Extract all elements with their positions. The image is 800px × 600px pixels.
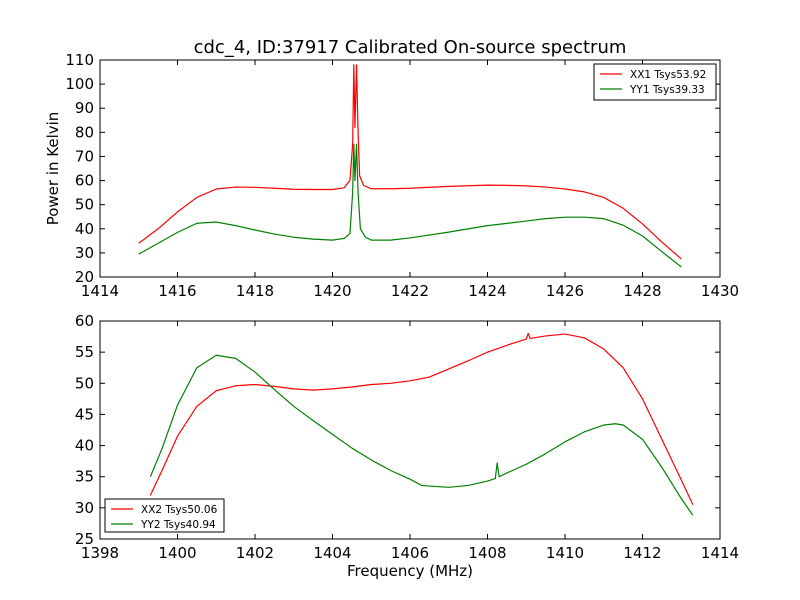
y-tick-label: 45 (75, 405, 94, 423)
y-tick-label: 30 (75, 499, 94, 517)
legend-label: XX2 Tsys50.06 (141, 504, 218, 516)
x-tick-label: 1416 (158, 282, 196, 300)
y-tick-label: 35 (75, 468, 94, 486)
x-tick-label: 1430 (701, 282, 739, 300)
series-line (138, 64, 682, 260)
chart-title: cdc_4, ID:37917 Calibrated On-source spe… (194, 37, 627, 58)
y-tick-label: 70 (75, 147, 94, 165)
bottom-legend: XX2 Tsys50.06 YY2 Tsys40.94 (104, 498, 225, 533)
x-tick-label: 1414 (701, 544, 739, 562)
x-tick-label: 1428 (623, 282, 661, 300)
series-line (149, 354, 694, 516)
series-line (138, 143, 682, 268)
y-tick-label: 110 (65, 51, 94, 69)
y-tick-label: 50 (75, 196, 94, 214)
legend-label: YY2 Tsys40.94 (140, 519, 216, 531)
top-axis-ticks: 1414 1416 1418 1420 1422 1424 1426 1428 1430 20 30… (65, 51, 739, 300)
series-line (149, 332, 694, 505)
x-tick-label: 1410 (546, 544, 584, 562)
x-tick-label: 1398 (81, 544, 119, 562)
y-tick-label: 20 (75, 268, 94, 286)
bottom-axis-ticks: 1398 1400 1402 1404 1406 1408 1410 1412 1414 25 30… (75, 312, 739, 562)
x-tick-label: 1422 (391, 282, 429, 300)
legend-box (593, 63, 717, 101)
x-tick-label: 1418 (236, 282, 274, 300)
y-tick-label: 60 (75, 312, 94, 330)
legend-label: XX1 Tsys53.92 (630, 69, 706, 81)
top-spectrum-plot: cdc_4, ID:37917 Calibrated On-source spe… (44, 37, 739, 300)
x-tick-label: 1406 (391, 544, 429, 562)
x-tick-label: 1420 (313, 282, 351, 300)
top-series-lines (138, 64, 682, 268)
x-tick-label: 1404 (313, 544, 351, 562)
y-tick-label: 25 (75, 530, 94, 548)
y-tick-label: 40 (75, 437, 94, 455)
y-tick-label: 60 (75, 172, 94, 190)
y-tick-label: 55 (75, 343, 94, 361)
y-tick-label: 50 (75, 374, 94, 392)
top-y-axis-label: Power in Kelvin (44, 112, 62, 226)
x-tick-label: 1426 (546, 282, 584, 300)
x-tick-label: 1408 (468, 544, 506, 562)
x-tick-label: 1412 (623, 544, 661, 562)
y-tick-label: 30 (75, 244, 94, 262)
top-legend: XX1 Tsys53.92 YY1 Tsys39.33 (593, 63, 717, 101)
x-tick-label: 1402 (236, 544, 274, 562)
y-tick-label: 90 (75, 99, 94, 117)
x-tick-label: 1414 (81, 282, 119, 300)
x-tick-label: 1400 (158, 544, 196, 562)
legend-box (104, 498, 225, 533)
bottom-spectrum-plot: Frequency (MHz) 1398 1400 1402 1404 1406 1408… (75, 312, 739, 580)
x-axis-label: Frequency (MHz) (347, 562, 473, 580)
y-tick-label: 100 (65, 75, 94, 93)
bottom-series-lines (149, 332, 694, 516)
y-tick-label: 40 (75, 220, 94, 238)
legend-label: YY1 Tsys39.33 (629, 84, 705, 96)
x-tick-label: 1424 (468, 282, 506, 300)
y-tick-label: 80 (75, 123, 94, 141)
